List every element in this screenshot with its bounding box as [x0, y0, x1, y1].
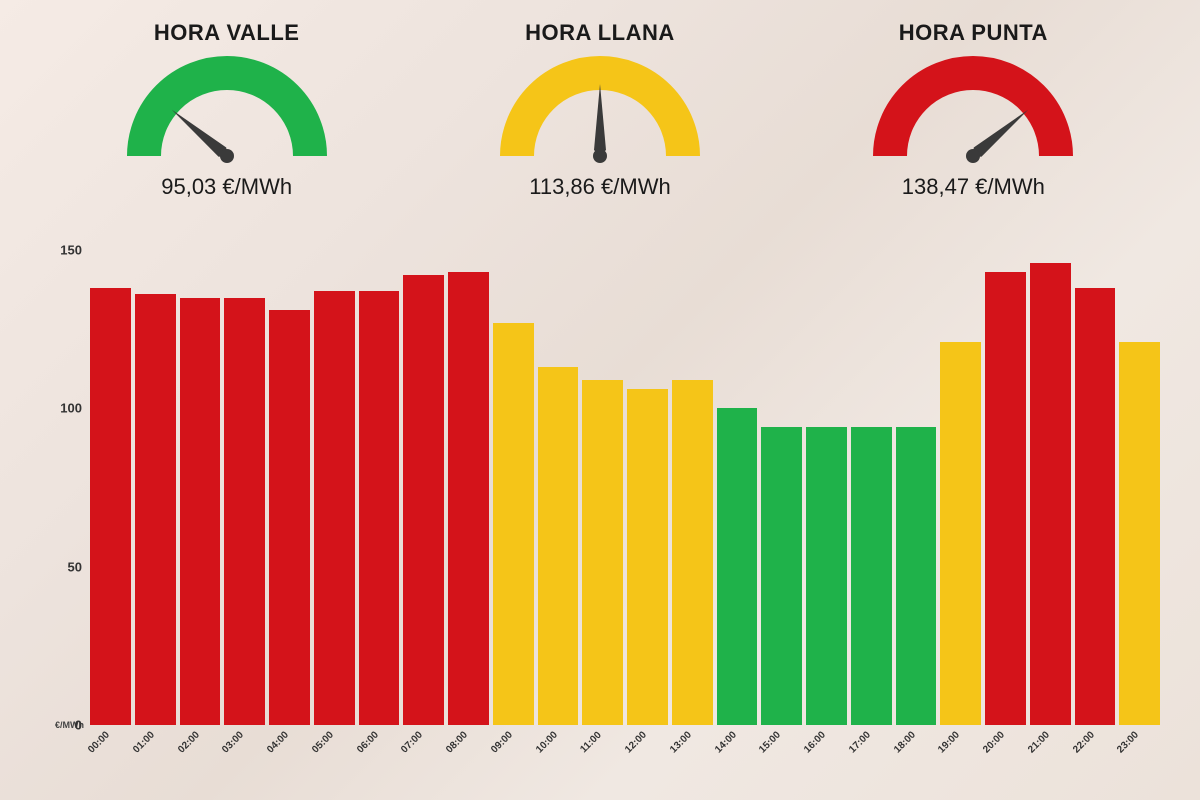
gauge-block: HORA VALLE 95,03 €/MWh [42, 20, 412, 240]
bar [224, 298, 265, 726]
gauge-price: 113,86 €/MWh [529, 174, 670, 200]
bar [180, 298, 221, 726]
bars-plot [90, 250, 1160, 725]
bar [851, 427, 892, 725]
gauge-title: HORA LLANA [525, 20, 675, 46]
bar [761, 427, 802, 725]
bar [448, 272, 489, 725]
bar [582, 380, 623, 725]
gauge-icon [127, 56, 327, 166]
bar [672, 380, 713, 725]
gauge-price: 95,03 €/MWh [161, 174, 292, 200]
y-tick: 0 [75, 718, 82, 733]
bar [269, 310, 310, 725]
bar [403, 275, 444, 725]
gauge-icon [873, 56, 1073, 166]
x-axis: 00:0001:0002:0003:0004:0005:0006:0007:00… [90, 725, 1160, 760]
bar [90, 288, 131, 725]
y-tick: 150 [60, 243, 82, 258]
bar [135, 294, 176, 725]
gauge-needle [594, 84, 606, 156]
gauge-icon [500, 56, 700, 166]
y-tick: 100 [60, 401, 82, 416]
bar [806, 427, 847, 725]
gauge-title: HORA VALLE [154, 20, 300, 46]
bar [1030, 263, 1071, 725]
bar [493, 323, 534, 725]
y-tick: 50 [68, 559, 82, 574]
bar [1119, 342, 1160, 725]
bar-chart: €/MWh 050100150 00:0001:0002:0003:0004:0… [40, 250, 1160, 760]
bar [359, 291, 400, 725]
gauge-price: 138,47 €/MWh [902, 174, 1045, 200]
bar [985, 272, 1026, 725]
bar [717, 408, 758, 725]
bar [1075, 288, 1116, 725]
x-tick: 23:00 [1110, 724, 1164, 778]
y-axis: €/MWh 050100150 [40, 250, 90, 760]
bar [627, 389, 668, 725]
gauge-block: HORA LLANA 113,86 €/MWh [415, 20, 785, 240]
bar [538, 367, 579, 725]
bar [940, 342, 981, 725]
gauges-row: HORA VALLE 95,03 €/MWh HORA LLANA 113,86 €/… [40, 20, 1160, 240]
bar [896, 427, 937, 725]
bars-region: 00:0001:0002:0003:0004:0005:0006:0007:00… [90, 250, 1160, 760]
gauge-block: HORA PUNTA 138,47 €/MWh [789, 20, 1159, 240]
bar [314, 291, 355, 725]
infographic-container: HORA VALLE 95,03 €/MWh HORA LLANA 113,86 €/… [0, 0, 1200, 800]
gauge-title: HORA PUNTA [899, 20, 1048, 46]
